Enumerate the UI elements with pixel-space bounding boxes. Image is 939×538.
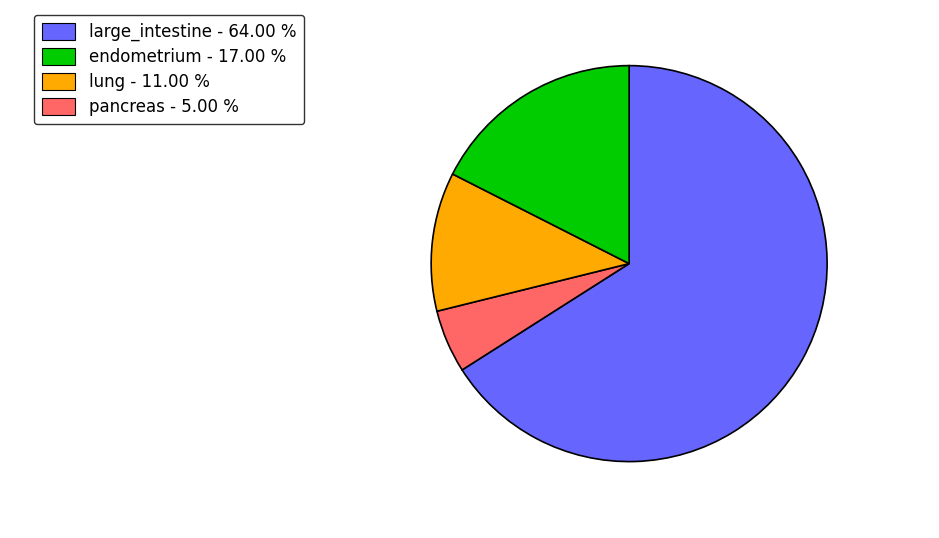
Legend: large_intestine - 64.00 %, endometrium - 17.00 %, lung - 11.00 %, pancreas - 5.0: large_intestine - 64.00 %, endometrium -… [34,15,304,124]
Wedge shape [462,66,827,462]
Wedge shape [431,174,629,312]
Wedge shape [437,264,629,370]
Wedge shape [453,66,629,264]
